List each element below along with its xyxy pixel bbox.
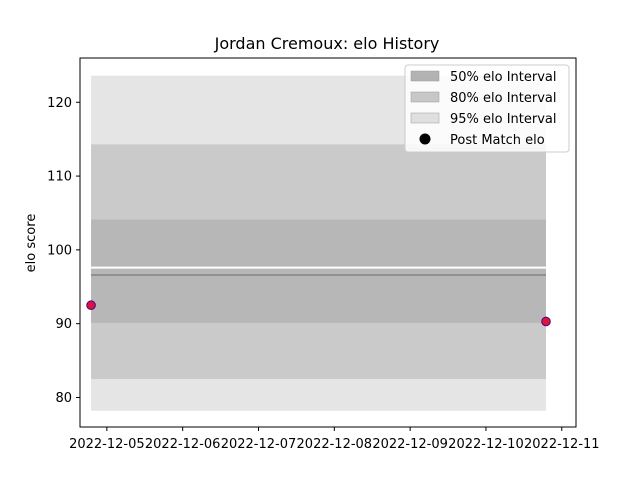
legend-swatch bbox=[410, 112, 440, 124]
y-tick-label: 90 bbox=[55, 317, 72, 332]
y-axis-label: elo score bbox=[24, 214, 39, 273]
legend: 50% elo Interval 80% elo Interval 95% elo … bbox=[404, 64, 570, 153]
x-tick-label: 2022-12-11 bbox=[524, 437, 600, 452]
y-tick-label: 120 bbox=[47, 96, 72, 111]
legend-swatch bbox=[410, 70, 440, 82]
x-tick-label: 2022-12-05 bbox=[69, 437, 145, 452]
legend-marker bbox=[419, 133, 431, 145]
legend-label: Post Match elo bbox=[450, 133, 545, 148]
interval-band-2 bbox=[91, 219, 546, 323]
chart-title: Jordan Cremoux: elo History bbox=[214, 34, 440, 53]
x-tick-label: 2022-12-09 bbox=[372, 437, 448, 452]
y-tick-label: 110 bbox=[47, 170, 72, 185]
y-axis-ticks: 80 90 100 110 120 bbox=[47, 96, 80, 406]
x-tick-label: 2022-12-08 bbox=[297, 437, 373, 452]
x-axis-ticks: 2022-12-05 2022-12-06 2022-12-07 2022-12-08… bbox=[69, 427, 600, 452]
legend-label: 50% elo Interval bbox=[450, 70, 557, 85]
legend-box bbox=[404, 64, 570, 153]
mean-lines bbox=[91, 266, 546, 276]
interval-band-1 bbox=[91, 144, 546, 380]
y-tick-label: 100 bbox=[47, 243, 72, 258]
x-tick-label: 2022-12-10 bbox=[448, 437, 524, 452]
y-tick-label: 80 bbox=[55, 391, 72, 406]
x-tick-label: 2022-12-06 bbox=[145, 437, 221, 452]
legend-swatch bbox=[410, 91, 440, 103]
plot-frame bbox=[79, 57, 577, 428]
legend-label: 80% elo Interval bbox=[450, 91, 557, 106]
post-match-elo-point bbox=[86, 300, 96, 311]
data-points bbox=[86, 300, 551, 327]
legend-label: 95% elo Interval bbox=[450, 112, 557, 127]
x-tick-label: 2022-12-07 bbox=[221, 437, 297, 452]
post-match-elo-point bbox=[541, 316, 551, 327]
